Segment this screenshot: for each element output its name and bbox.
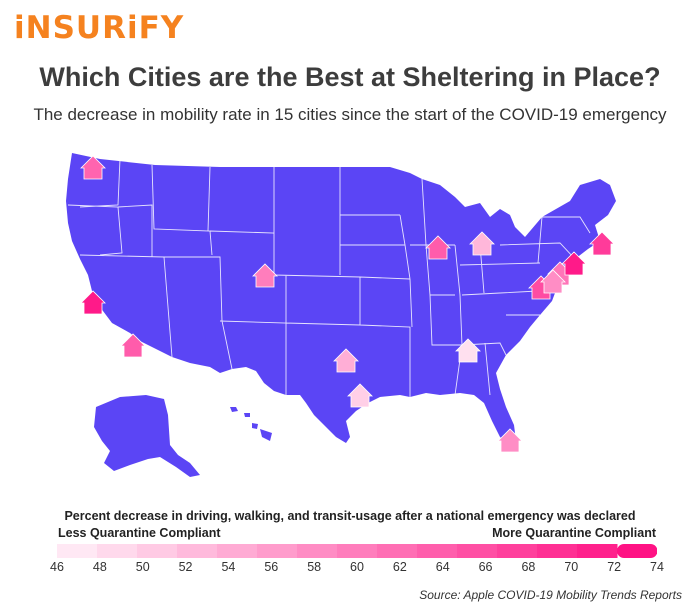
- legend-tick-label: 62: [392, 560, 407, 574]
- legend-tick-label: 52: [178, 560, 193, 574]
- city-marker-new-york: [561, 251, 587, 276]
- city-marker-dallas: [333, 348, 359, 373]
- city-marker-chicago: [425, 235, 451, 260]
- legend-segment: [177, 544, 218, 558]
- legend-segment: [417, 544, 458, 558]
- legend-less-label: Less Quarantine Compliant: [58, 526, 221, 540]
- contiguous-us-shape: [66, 153, 616, 445]
- us-land: [66, 153, 616, 477]
- legend-tick-label: 68: [521, 560, 536, 574]
- city-markers: [80, 155, 615, 453]
- legend-segment: [577, 544, 618, 558]
- city-marker-atlanta: [455, 338, 481, 363]
- legend-segment: [57, 544, 98, 558]
- legend-segment: [137, 544, 178, 558]
- city-marker-miami: [497, 428, 523, 453]
- chart-subtitle: The decrease in mobility rate in 15 citi…: [33, 105, 667, 124]
- legend-tick-label: 74: [650, 560, 664, 574]
- legend-segment: [217, 544, 258, 558]
- legend-segment: [257, 544, 298, 558]
- city-marker-los-angeles: [120, 333, 146, 358]
- legend-tick-label: 60: [350, 560, 364, 574]
- legend-tick-label: 58: [307, 560, 322, 574]
- legend-ticks: 46 48 50 52 54 56 58 60 62 64 66 68 70 72 74: [50, 560, 664, 576]
- city-marker-baltimore: [540, 269, 566, 294]
- state-borders: [67, 158, 591, 397]
- chart-title: Which Cities are the Best at Sheltering …: [39, 62, 661, 92]
- legend-segment: [377, 544, 418, 558]
- legend-color-bar: [57, 544, 657, 558]
- legend-tick-label: 56: [264, 560, 279, 574]
- legend-segment: [497, 544, 538, 558]
- legend-tick-label: 70: [564, 560, 579, 574]
- city-marker-denver: [252, 263, 278, 288]
- legend-segment: [297, 544, 338, 558]
- city-marker-detroit: [469, 231, 495, 256]
- legend-segment: [617, 544, 657, 558]
- insurify-logo: iNSURiFY: [14, 10, 185, 46]
- legend-tick-label: 64: [435, 560, 450, 574]
- legend-segment: [337, 544, 378, 558]
- legend-segment: [457, 544, 498, 558]
- alaska-shape: [94, 395, 200, 477]
- legend-tick-label: 50: [135, 560, 150, 574]
- legend-tick-label: 48: [92, 560, 107, 574]
- legend-tick-label: 46: [50, 560, 64, 574]
- source-note: Source: Apple COVID-19 Mobility Trends R…: [419, 588, 682, 602]
- city-marker-boston: [589, 231, 615, 256]
- legend-segment: [97, 544, 138, 558]
- city-marker-san-francisco: [80, 290, 106, 315]
- legend-tick-label: 72: [607, 560, 622, 574]
- legend-more-label: More Quarantine Compliant: [492, 526, 656, 540]
- legend-title: Percent decrease in driving, walking, an…: [64, 509, 636, 523]
- legend-tick-label: 66: [478, 560, 493, 574]
- city-marker-seattle: [80, 155, 106, 180]
- legend-segment: [537, 544, 578, 558]
- us-map: [66, 153, 616, 477]
- hawaii-shape: [230, 407, 272, 441]
- legend-tick-label: 54: [221, 560, 236, 574]
- city-marker-houston: [347, 383, 373, 408]
